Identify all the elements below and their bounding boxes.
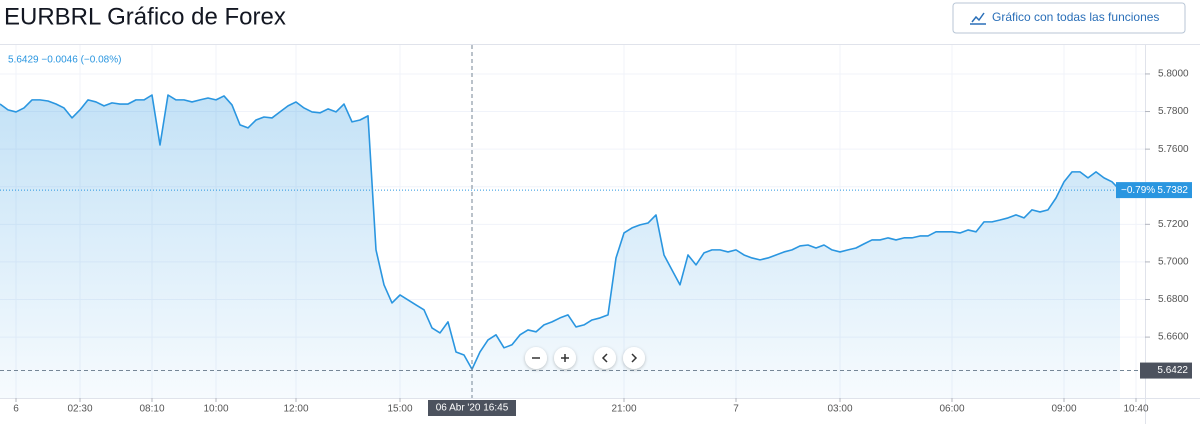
zoom-icons — [532, 353, 638, 363]
legend-text: 5.6429 −0.0046 (−0.08%) — [8, 55, 121, 66]
button-box[interactable] — [952, 2, 1186, 34]
x-tick-label: 10:40 — [1123, 404, 1148, 415]
last-price-box — [1116, 182, 1192, 199]
x-tick-label: 10:00 — [203, 404, 228, 415]
x-tick-label: 03:00 — [827, 404, 852, 415]
y-tick-label: 5.6600 — [1158, 332, 1189, 343]
plot — [0, 94, 1121, 398]
crosshair-time-box — [428, 400, 516, 416]
price-line — [0, 94, 1121, 371]
button-label[interactable]: Gráfico con todas las funciones — [992, 10, 1159, 24]
area — [0, 94, 1120, 398]
y-tick-label: 5.6800 — [1158, 294, 1189, 305]
plus-icon — [561, 354, 569, 362]
x-tick-label: 08:10 — [139, 404, 164, 415]
x-tick-label: 02:30 — [67, 404, 92, 415]
button-icon[interactable] — [970, 12, 986, 25]
crosshair-time-label: 06 Abr '20 16:45 — [436, 403, 509, 414]
x-tick-label: 09:00 — [1051, 404, 1076, 415]
y-tick-label: 5.7000 — [1158, 257, 1189, 268]
last-change-label: −0.79% — [1121, 185, 1155, 196]
x-tick-label: 12:00 — [283, 404, 308, 415]
y-tick-label: 5.7600 — [1158, 144, 1189, 155]
crosshair-price-box — [1140, 362, 1192, 379]
x-tick-label: 7 — [733, 404, 739, 415]
x-tick-label: 15:00 — [387, 404, 412, 415]
last-price-label: 5.7382 — [1157, 185, 1188, 196]
page-title: EURBRL Gráfico de Forex — [4, 3, 286, 30]
x-tick-label: 21:00 — [611, 404, 636, 415]
y-tick-label: 5.8000 — [1158, 69, 1189, 80]
y-tick-label: 5.7800 — [1158, 106, 1189, 117]
x-tick-label: 6 — [13, 404, 19, 415]
scroll-right[interactable] — [623, 347, 645, 369]
crosshair-price-label: 5.6422 — [1157, 365, 1188, 376]
y-tick-label: 5.7200 — [1158, 219, 1189, 230]
scroll-left[interactable] — [594, 347, 616, 369]
full-chart-button[interactable]: Gráfico con todas las funciones — [952, 2, 1186, 34]
right-icon — [631, 353, 638, 363]
x-tick-label: 06:00 — [939, 404, 964, 415]
left-icon — [601, 353, 608, 363]
